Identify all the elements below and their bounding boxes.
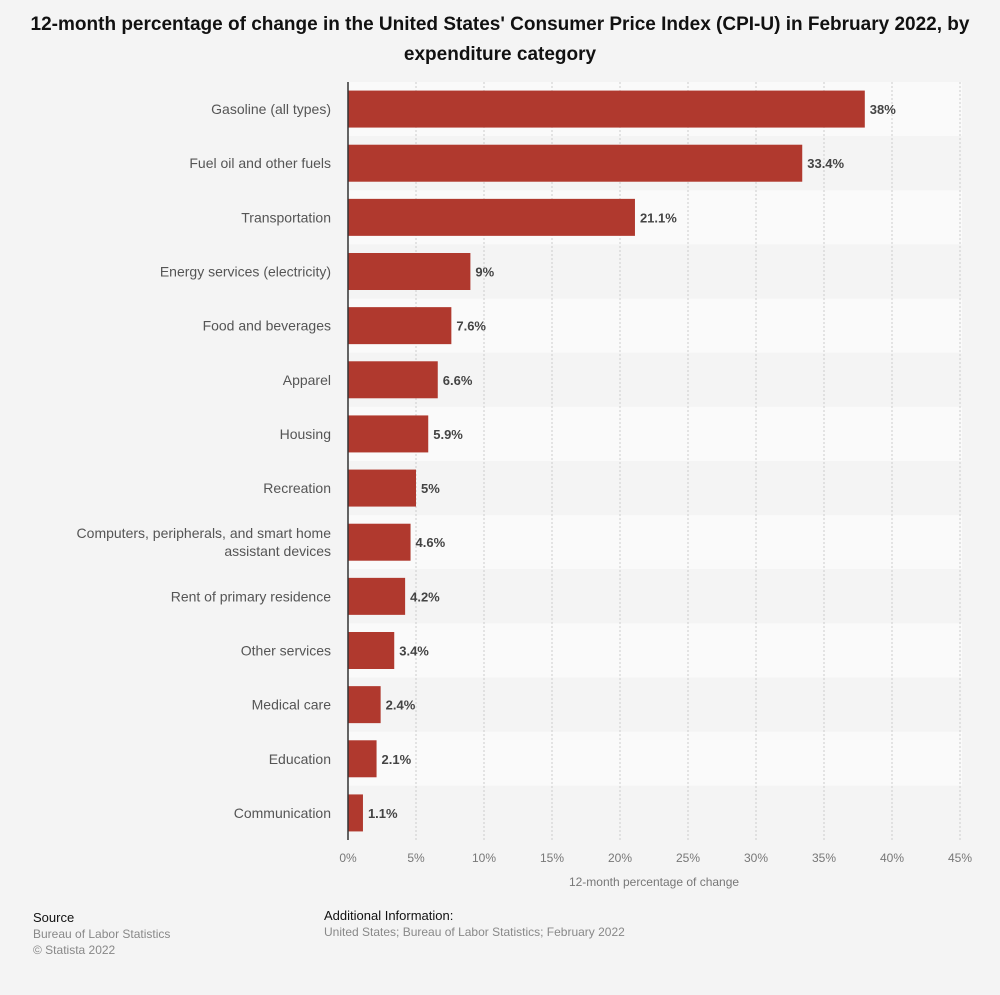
- row-band: [348, 461, 962, 516]
- additional-heading: Additional Information:: [324, 908, 454, 923]
- bar: [348, 90, 865, 128]
- data-label: 6.6%: [443, 373, 473, 388]
- x-tick-label: 45%: [948, 851, 972, 865]
- bar-chart: 0% 5% 10% 15% 20% 25% 30% 35% 40% 45% 12-month per…: [77, 82, 972, 889]
- bar: [348, 632, 395, 669]
- data-label: 2.1%: [382, 752, 412, 767]
- data-label: 7.6%: [456, 319, 486, 334]
- data-label: 33.4%: [807, 156, 844, 171]
- data-label: 2.4%: [386, 698, 416, 713]
- category-label: Energy services (electricity): [160, 264, 331, 280]
- category-label: Housing: [280, 426, 331, 442]
- category-label: Food and beverages: [203, 318, 331, 334]
- bar: [348, 686, 381, 724]
- data-label: 4.6%: [416, 535, 446, 550]
- category-label: Computers, peripherals, and smart home: [77, 525, 332, 541]
- x-tick-label: 10%: [472, 851, 496, 865]
- bar: [348, 740, 377, 778]
- bar: [348, 469, 416, 507]
- x-axis-title: 12-month percentage of change: [569, 875, 739, 889]
- x-tick-label: 5%: [407, 851, 425, 865]
- row-band: [348, 677, 962, 732]
- data-label: 5%: [421, 481, 440, 496]
- x-tick-label: 40%: [880, 851, 904, 865]
- category-label: Other services: [241, 643, 331, 659]
- data-label: 38%: [870, 102, 896, 117]
- x-tick-label: 0%: [339, 851, 357, 865]
- bar: [348, 361, 438, 399]
- copyright: © Statista 2022: [33, 943, 116, 957]
- additional-text: United States; Bureau of Labor Statistic…: [324, 925, 625, 939]
- x-tick-label: 25%: [676, 851, 700, 865]
- category-label: Communication: [234, 805, 331, 821]
- x-tick-label: 20%: [608, 851, 632, 865]
- x-tick-label: 30%: [744, 851, 768, 865]
- category-label: Education: [269, 751, 331, 767]
- source-heading: Source: [33, 910, 75, 925]
- row-band: [348, 515, 962, 570]
- row-band: [348, 731, 962, 786]
- chart-title: 12-month percentage of change in the Uni…: [30, 14, 970, 65]
- bar: [348, 415, 429, 453]
- row-band: [348, 569, 962, 624]
- row-band: [348, 623, 962, 678]
- category-label: assistant devices: [224, 543, 331, 559]
- additional-info-block: Additional Information: United States; B…: [324, 908, 625, 940]
- category-label: Transportation: [241, 209, 331, 225]
- row-band: [348, 406, 962, 461]
- bar: [348, 144, 803, 182]
- source-text: Bureau of Labor Statistics: [33, 927, 171, 941]
- data-label: 1.1%: [368, 806, 398, 821]
- category-label: Apparel: [283, 372, 331, 388]
- bar: [348, 794, 363, 832]
- x-tick-label: 15%: [540, 851, 564, 865]
- category-label: Gasoline (all types): [211, 101, 331, 117]
- data-label: 5.9%: [433, 427, 463, 442]
- bar: [348, 577, 406, 615]
- x-tick-label: 35%: [812, 851, 836, 865]
- category-label: Recreation: [263, 480, 331, 496]
- row-band: [348, 785, 962, 840]
- data-label: 21.1%: [640, 210, 677, 225]
- category-label: Fuel oil and other fuels: [189, 155, 331, 171]
- bar: [348, 253, 471, 290]
- row-band: [348, 352, 962, 407]
- source-block: Source Bureau of Labor Statistics © Stat…: [33, 910, 170, 958]
- data-label: 3.4%: [399, 644, 429, 659]
- category-label: Medical care: [252, 697, 332, 713]
- category-label: Rent of primary residence: [171, 588, 332, 604]
- bar: [348, 198, 635, 236]
- data-label: 4.2%: [410, 589, 440, 604]
- bar: [348, 523, 411, 561]
- bar: [348, 307, 452, 345]
- data-label: 9%: [475, 265, 494, 280]
